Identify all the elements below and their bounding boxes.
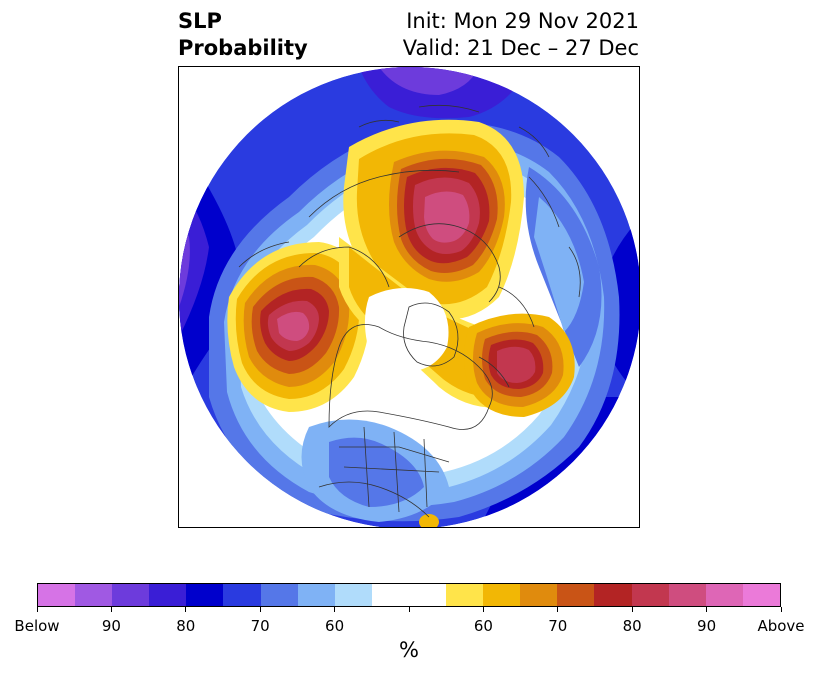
colorbar-tick-label: 80 [176,617,196,635]
colorbar-tick-mark [259,607,261,612]
colorbar-tick-mark [408,607,410,612]
colorbar-segment [75,584,113,606]
title-product: Probability [178,36,308,60]
colorbar-segment [631,584,669,606]
colorbar-segment [149,584,187,606]
colorbar-tick-label: 80 [622,617,642,635]
init-date: Init: Mon 29 Nov 2021 [406,9,639,33]
colorbar-tick-mark [557,607,559,612]
colorbar [37,583,781,607]
colorbar-tick-mark [780,607,782,612]
colorbar-tick-label: 90 [697,617,717,635]
colorbar-segment [446,584,484,606]
colorbar-tick-mark [631,607,633,612]
colorbar-segment [520,584,558,606]
colorbar-tick-mark [36,607,38,612]
colorbar-segment [38,584,76,606]
colorbar-segment [186,584,224,606]
map-dates: Init: Mon 29 Nov 2021 Valid: 21 Dec – 27… [403,8,639,62]
valid-date: Valid: 21 Dec – 27 Dec [402,36,639,60]
colorbar-tick-mark [482,607,484,612]
colorbar-segment [334,584,372,606]
coastlines [238,104,581,518]
colorbar-segment [260,584,298,606]
colorbar-segment [112,584,150,606]
map-title: SLP Probability [178,8,308,62]
colorbar-segment [594,584,632,606]
colorbar-tick-label: 60 [473,617,493,635]
colorbar-segment [557,584,595,606]
probability-map [179,67,639,527]
colorbar-segment [223,584,261,606]
colorbar-tick-mark [185,607,187,612]
colorbar-segment [408,584,447,606]
colorbar-tick-label: Below [14,617,60,635]
title-variable: SLP [178,9,222,33]
colorbar-tick-label: 70 [548,617,568,635]
colorbar-tick-label: 90 [101,617,121,635]
colorbar-segment [483,584,521,606]
map-panel [178,66,640,528]
probability-field [179,67,639,527]
colorbar-unit: % [399,638,419,662]
colorbar-segment [742,584,780,606]
colorbar-tick-label: 60 [325,617,345,635]
colorbar-segment [371,584,409,606]
colorbar-tick-label: Above [757,617,805,635]
colorbar-tick-label: 70 [250,617,270,635]
colorbar-tick-mark [706,607,708,612]
colorbar-tick-mark [110,607,112,612]
colorbar-segment [668,584,706,606]
colorbar-segment [705,584,743,606]
colorbar-tick-mark [334,607,336,612]
colorbar-segment [297,584,335,606]
